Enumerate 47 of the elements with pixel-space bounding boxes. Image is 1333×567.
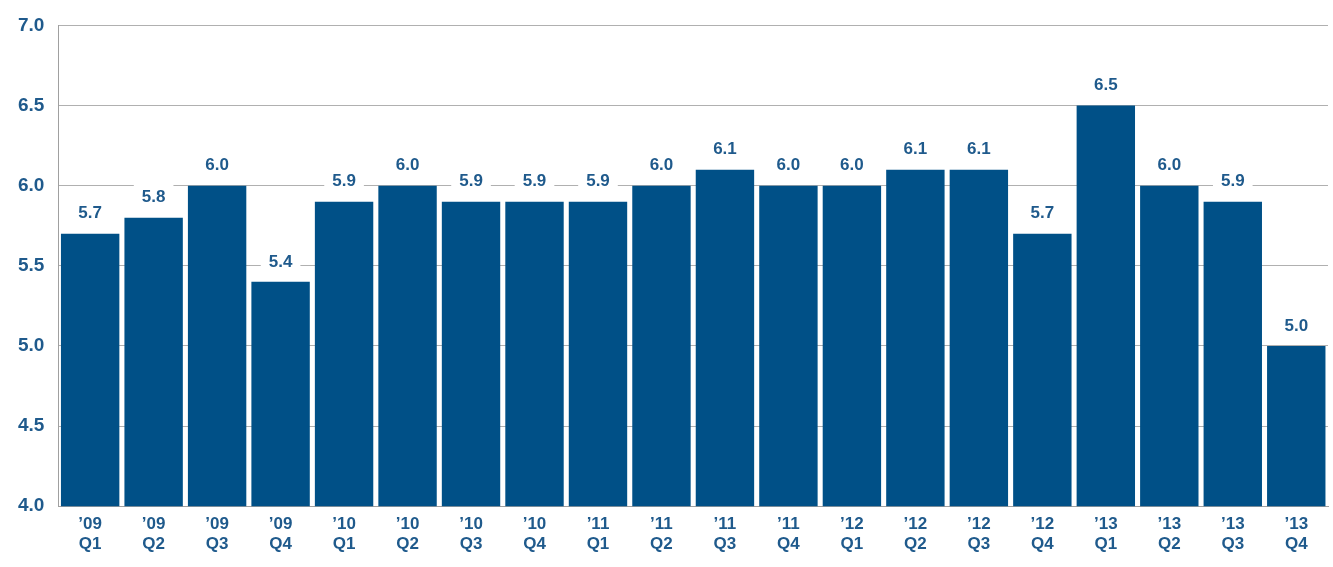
x-tick-label: ’12 Q2 <box>903 514 928 554</box>
data-label: 5.4 <box>268 251 293 271</box>
y-tick-label: 6.5 <box>17 93 45 115</box>
data-label: 5.0 <box>1284 315 1309 335</box>
x-tick-label: ’13 Q4 <box>1284 514 1309 554</box>
data-label: 5.7 <box>78 203 102 223</box>
data-label: 6.5 <box>1094 75 1118 95</box>
y-tick-label: 6.0 <box>17 173 45 195</box>
data-label: 6.1 <box>713 139 737 159</box>
x-tick-label: ’12 Q1 <box>840 514 864 554</box>
y-tick-label: 4.0 <box>17 494 45 516</box>
x-tick-label: ’10 Q2 <box>395 514 420 554</box>
x-tick-label: ’10 Q1 <box>332 514 356 554</box>
data-label: 6.0 <box>649 155 674 175</box>
data-label: 5.9 <box>332 171 356 191</box>
data-label: 5.9 <box>1220 171 1245 191</box>
data-label: 6.1 <box>903 139 928 159</box>
y-tick-label: 4.5 <box>17 414 45 436</box>
x-tick-label: ’11 Q1 <box>586 514 610 554</box>
data-label: 5.8 <box>141 187 166 207</box>
data-label: 6.0 <box>205 155 229 175</box>
data-label: 5.9 <box>522 171 547 191</box>
data-label: 5.7 <box>1030 203 1055 223</box>
x-tick-label: ’12 Q4 <box>1030 514 1055 554</box>
x-tick-label: ’11 Q3 <box>713 514 737 554</box>
x-tick-label: ’12 Q3 <box>967 514 991 554</box>
x-tick-label: ’09 Q4 <box>268 514 293 554</box>
y-tick-label: 7.0 <box>17 13 45 35</box>
x-tick-label: ’09 Q1 <box>78 514 102 554</box>
x-tick-label: ’11 Q2 <box>650 514 673 554</box>
data-label: 6.0 <box>840 155 864 175</box>
y-tick-label: 5.0 <box>17 334 45 356</box>
data-label: 5.9 <box>459 171 483 191</box>
y-tick-label: 5.5 <box>17 254 45 276</box>
data-label: 6.0 <box>776 155 801 175</box>
data-label: 6.1 <box>967 139 991 159</box>
x-tick-label: ’09 Q3 <box>205 514 229 554</box>
x-tick-label: ’11 Q4 <box>777 514 801 554</box>
data-label: 6.0 <box>395 155 420 175</box>
data-label: 5.9 <box>586 171 610 191</box>
x-tick-label: ’13 Q2 <box>1157 514 1182 554</box>
x-tick-label: ’13 Q3 <box>1220 514 1245 554</box>
data-label: 6.0 <box>1157 155 1182 175</box>
x-tick-label: ’09 Q2 <box>141 514 166 554</box>
x-tick-label: ’10 Q4 <box>522 514 547 554</box>
x-tick-label: ’13 Q1 <box>1094 514 1118 554</box>
x-tick-label: ’10 Q3 <box>459 514 483 554</box>
